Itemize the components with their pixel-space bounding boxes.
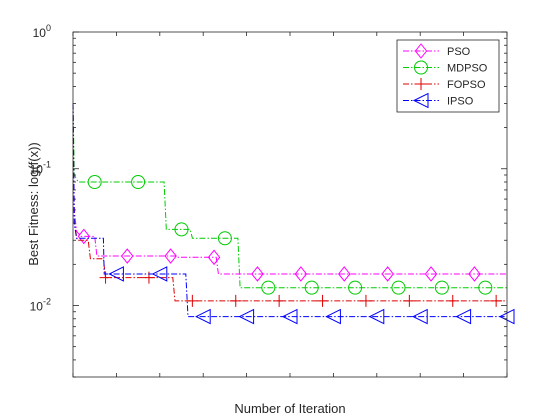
series-mdpso — [72, 103, 507, 295]
data-point-fopso — [490, 294, 503, 307]
legend-marker-fopso — [415, 78, 427, 90]
data-point-ipso — [412, 308, 428, 325]
data-point-mdpso — [174, 222, 189, 237]
data-point-fopso — [229, 294, 242, 307]
y-tick-label: 100 — [33, 23, 51, 40]
y-tick-base: 10 — [30, 163, 44, 177]
data-point-ipso — [195, 308, 211, 325]
legend-label-fopso: FOPSO — [447, 79, 486, 91]
y-tick-label: 10-2 — [30, 296, 51, 313]
series-line-pso — [72, 103, 507, 275]
data-point-pso — [207, 249, 221, 266]
y-tick-base: 10 — [30, 299, 44, 313]
y-axis-label: Best Fitness: log(f(x)) — [26, 142, 41, 266]
data-point-pso — [251, 266, 264, 282]
data-point-mdpso — [217, 231, 232, 246]
data-point-mdpso — [131, 175, 146, 190]
legend-marker-pso — [414, 43, 428, 59]
data-point-fopso — [403, 294, 416, 307]
data-point-pso — [164, 248, 177, 264]
legend-label-mdpso: MDPSO — [447, 63, 488, 75]
data-point-mdpso — [478, 280, 493, 295]
legend-label-pso: PSO — [447, 46, 471, 58]
data-point-pso — [121, 248, 134, 264]
data-point-ipso — [108, 266, 124, 282]
y-tick-base: 10 — [33, 26, 47, 40]
data-point-mdpso — [391, 280, 406, 295]
series-line-ipso — [72, 103, 507, 318]
data-point-ipso — [151, 266, 168, 282]
series-layer — [72, 103, 515, 325]
data-point-fopso — [273, 294, 286, 307]
data-point-fopso — [446, 294, 459, 307]
series-line-mdpso — [72, 103, 507, 289]
legend-label-ipso: IPSO — [447, 96, 474, 108]
data-point-ipso — [368, 308, 385, 325]
y-tick-label: 10-1 — [30, 160, 51, 177]
data-point-pso — [338, 266, 351, 282]
data-point-ipso — [281, 308, 298, 325]
data-point-pso — [77, 228, 91, 245]
legend-marker-ipso — [412, 92, 429, 109]
data-point-ipso — [455, 308, 472, 325]
data-point-mdpso — [348, 280, 363, 295]
y-tick-exponent: -1 — [43, 160, 51, 170]
data-point-ipso — [325, 308, 341, 325]
data-point-pso — [294, 266, 308, 282]
data-point-fopso — [359, 294, 372, 307]
data-point-mdpso — [304, 280, 319, 295]
data-point-mdpso — [261, 280, 276, 295]
legend: PSO MDPSO FOPSO IPSO — [396, 39, 500, 113]
legend-marker-mdpso — [414, 60, 428, 75]
data-point-mdpso — [87, 175, 102, 190]
series-pso — [72, 103, 507, 282]
data-point-fopso — [186, 294, 199, 307]
data-point-pso — [381, 266, 394, 282]
data-point-mdpso — [434, 280, 449, 295]
y-tick-exponent: -2 — [43, 296, 51, 306]
data-point-fopso — [316, 294, 329, 307]
data-point-pso — [424, 266, 438, 282]
data-point-ipso — [238, 308, 255, 325]
x-axis-label: Number of Iteration — [234, 401, 345, 416]
data-point-pso — [468, 266, 481, 282]
y-tick-exponent: 0 — [46, 23, 51, 33]
